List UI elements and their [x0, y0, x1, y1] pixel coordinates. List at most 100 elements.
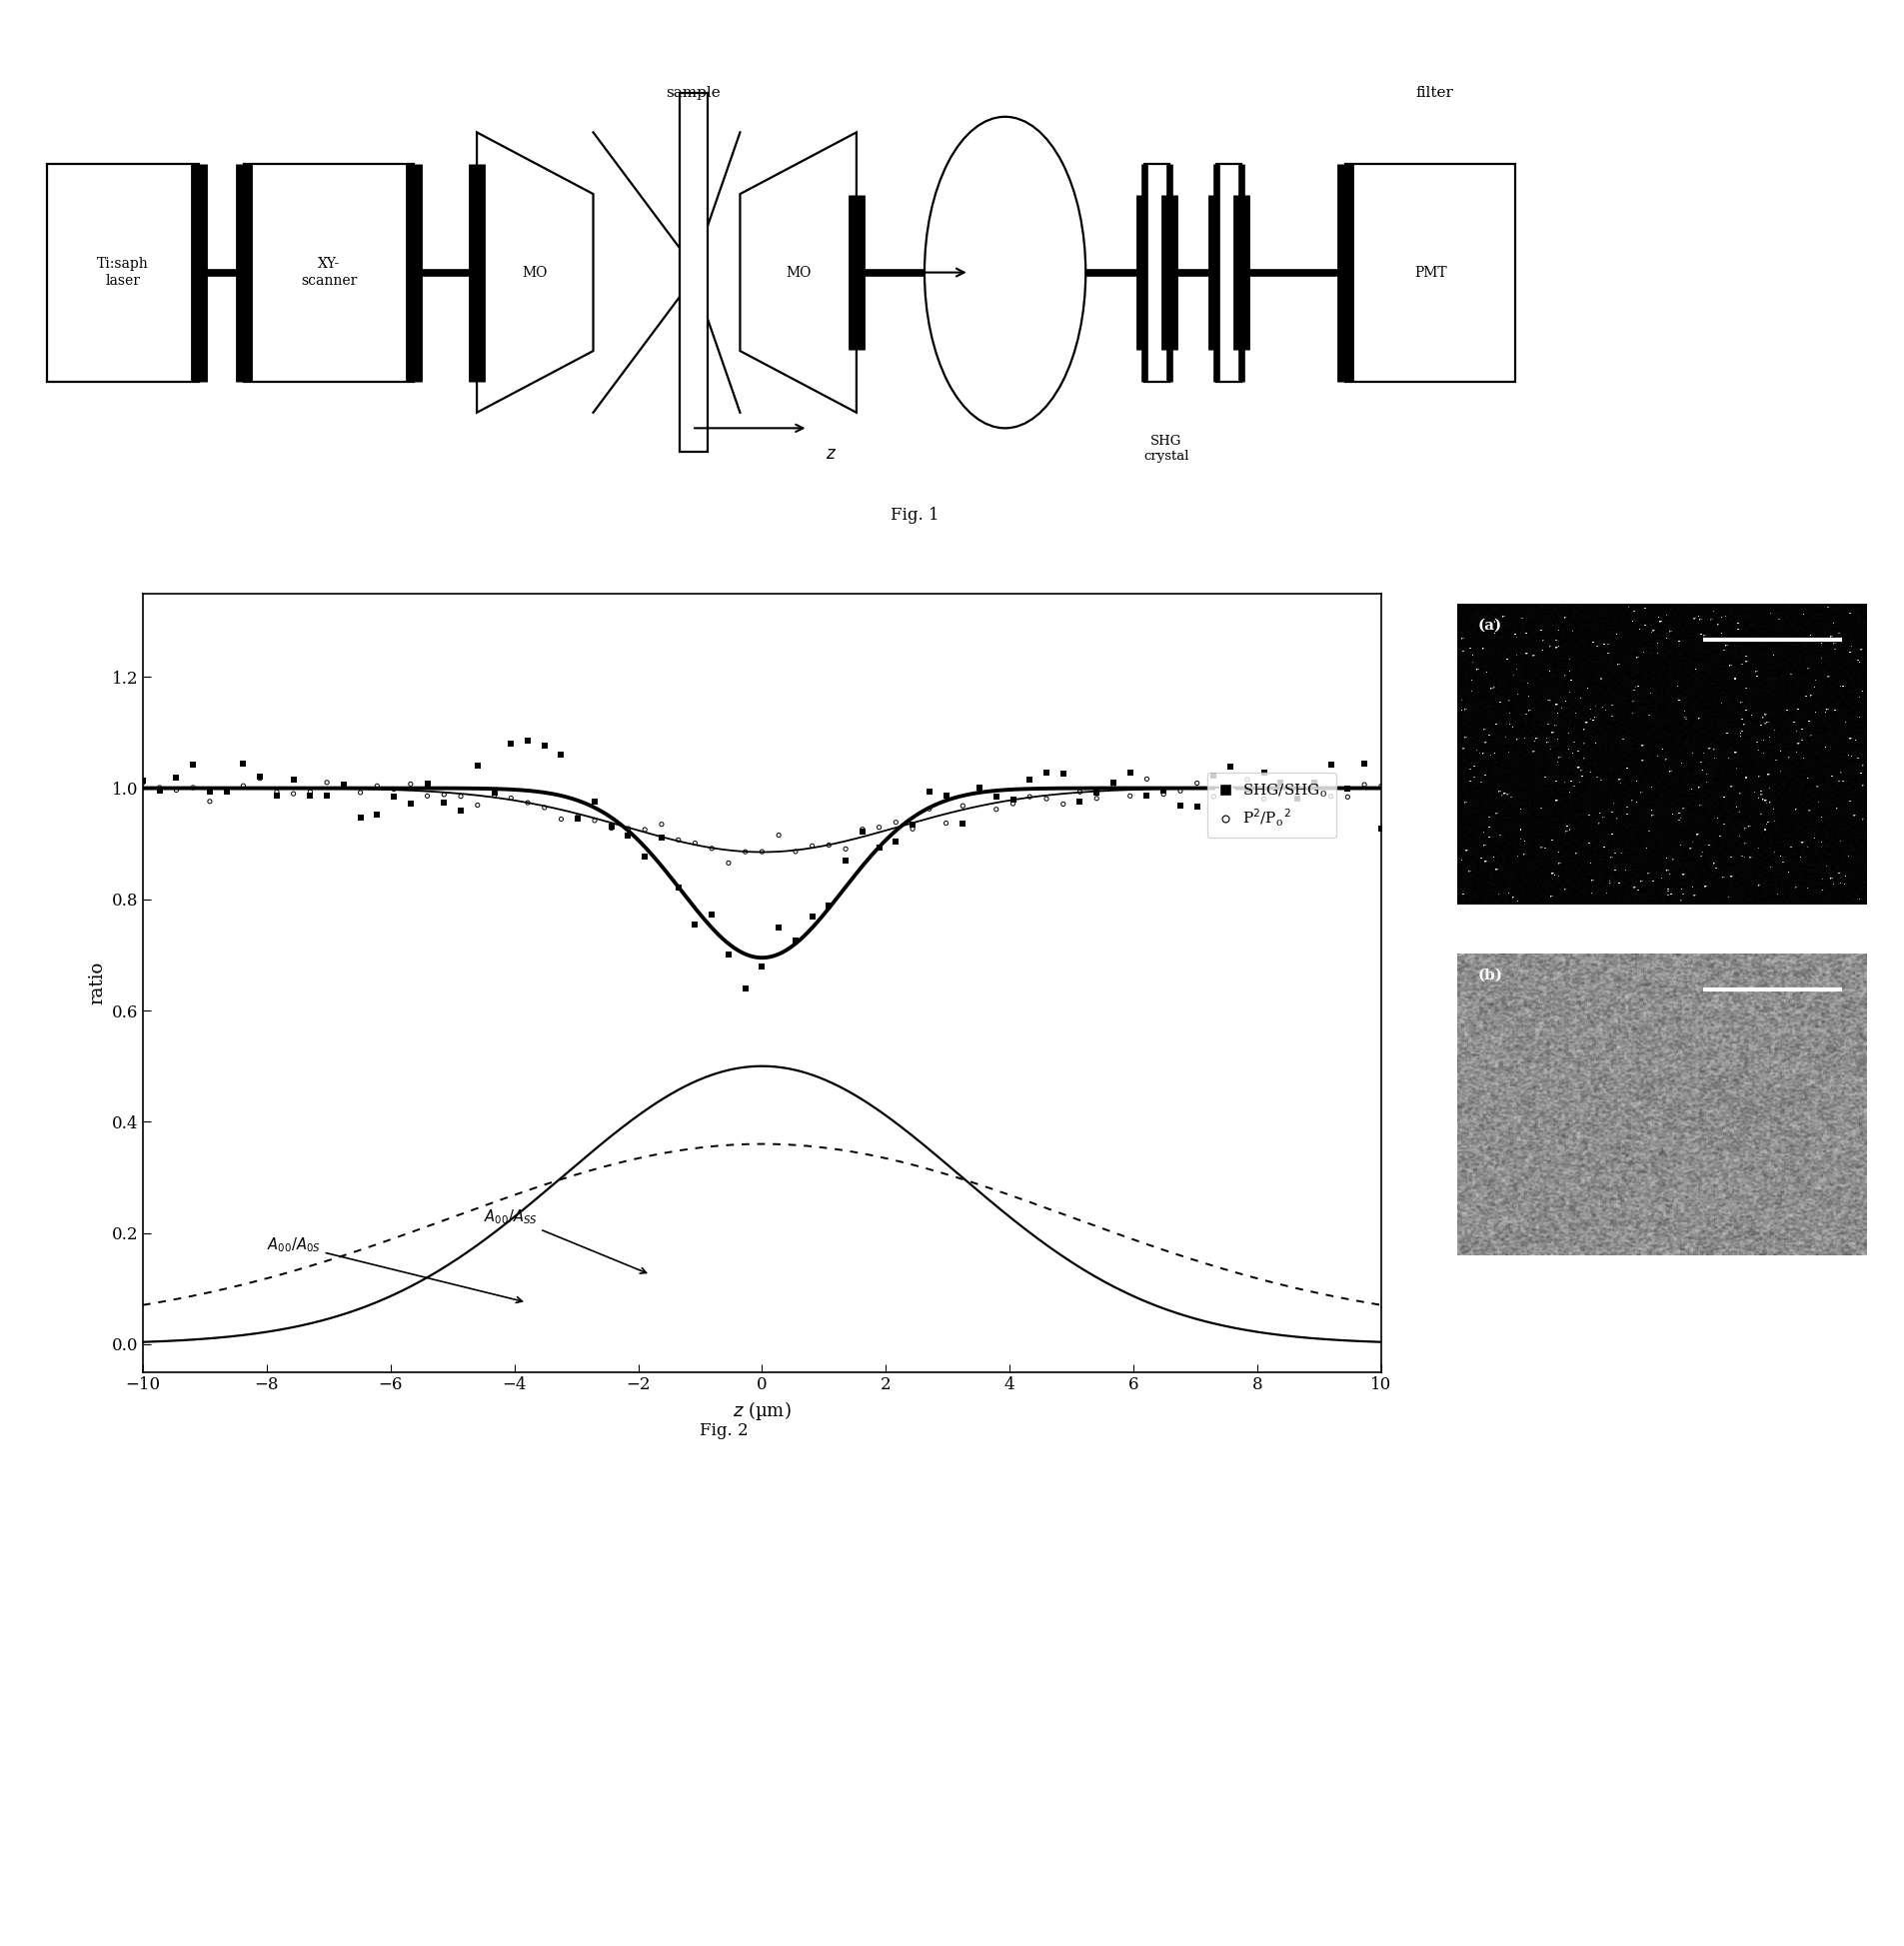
- Point: [1030, 782, 1061, 813]
- X-axis label: $z$ (µm): $z$ (µm): [733, 1399, 790, 1423]
- Point: [562, 802, 592, 833]
- Point: [411, 769, 442, 800]
- Point: [478, 780, 508, 811]
- Point: [312, 767, 343, 798]
- Point: [963, 773, 994, 804]
- Point: [863, 833, 893, 864]
- Bar: [244, 163, 413, 381]
- Text: MO: MO: [784, 265, 811, 280]
- Point: [1097, 767, 1127, 798]
- Text: filter: filter: [1415, 86, 1453, 99]
- Point: [781, 924, 811, 955]
- Point: [345, 776, 375, 808]
- Polygon shape: [476, 132, 592, 413]
- Ellipse shape: [923, 117, 1085, 428]
- Point: [512, 786, 543, 817]
- Point: [177, 773, 208, 804]
- Point: [1081, 776, 1112, 808]
- Point: [813, 889, 843, 920]
- Point: [529, 730, 560, 761]
- Point: [546, 739, 577, 771]
- Point: [1047, 788, 1078, 819]
- Text: $z$: $z$: [826, 446, 836, 463]
- Point: [1232, 775, 1262, 806]
- Point: [495, 782, 526, 813]
- Point: [697, 899, 727, 930]
- Y-axis label: ratio: ratio: [88, 961, 107, 1004]
- Point: [998, 784, 1028, 815]
- Point: [830, 845, 861, 876]
- Point: [1180, 767, 1211, 798]
- Point: [1348, 769, 1378, 800]
- Point: [463, 749, 493, 780]
- Point: [613, 813, 644, 845]
- Point: [446, 780, 476, 811]
- Text: $A_{00}/A_{0S}$: $A_{00}/A_{0S}$: [267, 1236, 522, 1302]
- Bar: [1144, 163, 1169, 381]
- Text: MO: MO: [522, 265, 548, 280]
- Point: [645, 821, 676, 852]
- Text: PMT: PMT: [1413, 265, 1445, 280]
- Point: [1148, 775, 1179, 806]
- Text: Fig. 1: Fig. 1: [889, 508, 939, 523]
- Point: [1281, 782, 1312, 813]
- Point: [645, 810, 676, 841]
- Point: [379, 775, 409, 806]
- Point: [345, 802, 375, 833]
- Point: [1198, 759, 1228, 790]
- Point: [194, 786, 225, 817]
- Point: [746, 837, 777, 868]
- Point: [463, 790, 493, 821]
- Point: [128, 765, 158, 796]
- Point: [529, 792, 560, 823]
- Point: [1081, 782, 1112, 813]
- Point: [1215, 751, 1245, 782]
- Point: [863, 811, 893, 843]
- Point: [1215, 771, 1245, 802]
- Point: [963, 776, 994, 808]
- Point: [1097, 773, 1127, 804]
- Legend: SHG/SHG$_\mathregular{o}$, P$^2$/P$_\mathregular{o}$$^{\,2}$: SHG/SHG$_\mathregular{o}$, P$^2$/P$_\mat…: [1207, 773, 1335, 837]
- Point: [128, 767, 158, 798]
- Point: [1281, 771, 1312, 802]
- Point: [495, 728, 526, 759]
- Point: [796, 901, 826, 932]
- Point: [1015, 780, 1045, 811]
- Point: [1198, 780, 1228, 811]
- Point: [1015, 763, 1045, 794]
- Point: [145, 775, 175, 806]
- Point: [278, 765, 308, 796]
- Point: [981, 780, 1011, 811]
- Point: [396, 769, 426, 800]
- Point: [177, 749, 208, 780]
- Point: [764, 911, 794, 942]
- Text: Fig. 2: Fig. 2: [699, 1423, 748, 1438]
- Point: [428, 778, 459, 810]
- Point: [312, 780, 343, 811]
- Point: [998, 788, 1028, 819]
- Point: [914, 794, 944, 825]
- Point: [512, 726, 543, 757]
- Point: [562, 804, 592, 835]
- Point: [729, 837, 760, 868]
- Point: [1180, 792, 1211, 823]
- Point: [579, 806, 609, 837]
- Point: [162, 763, 192, 794]
- Point: [729, 973, 760, 1004]
- Point: [1064, 786, 1095, 817]
- Point: [680, 909, 710, 940]
- Point: [1114, 780, 1144, 811]
- Text: sample: sample: [666, 86, 720, 99]
- Point: [1365, 771, 1396, 802]
- Point: [847, 813, 878, 845]
- Point: [914, 776, 944, 808]
- Point: [663, 872, 693, 903]
- Point: [1131, 763, 1161, 794]
- Point: [1232, 765, 1262, 796]
- Point: [630, 841, 661, 872]
- Point: [244, 763, 274, 794]
- Point: [880, 808, 910, 839]
- Bar: [48, 163, 200, 381]
- Point: [1114, 757, 1144, 788]
- Point: [712, 940, 743, 971]
